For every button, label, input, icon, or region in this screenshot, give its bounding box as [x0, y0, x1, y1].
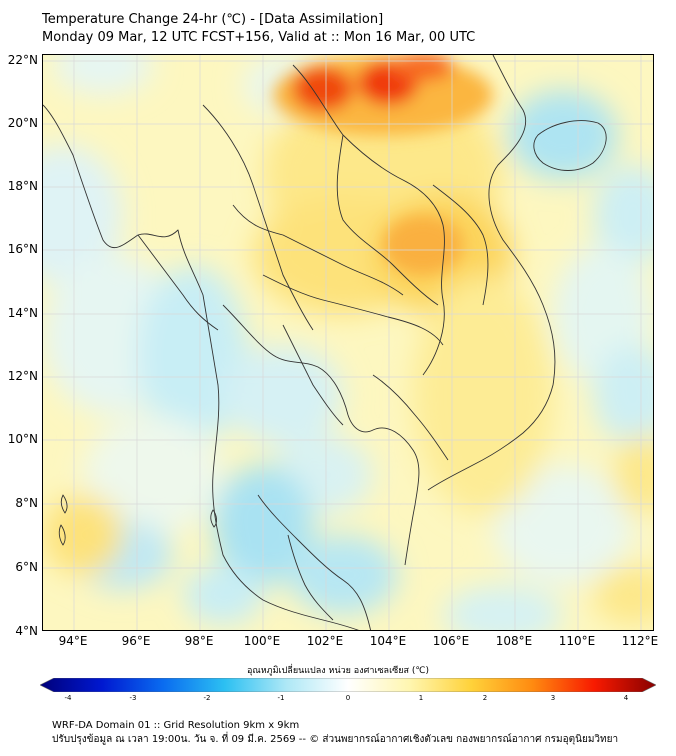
lon-label-98e: 98°E: [184, 634, 214, 648]
colorbar-tick-2: 2: [482, 694, 488, 702]
footer-model-info: WRF-DA Domain 01 :: Grid Resolution 9km …: [52, 720, 300, 731]
lat-label-18n: 18°N: [7, 179, 38, 193]
colorbar-title: อุณหภูมิเปลี่ยนแปลง หน่วย องศาเซลเซียส (…: [246, 666, 430, 676]
lat-label-4n: 4°N: [15, 624, 38, 638]
colorbar-gradient: [40, 678, 656, 692]
colorbar-tick-4: 4: [623, 694, 629, 702]
lat-label-8n: 8°N: [15, 496, 38, 510]
lat-label-16n: 16°N: [7, 242, 38, 256]
colorbar-tick-minus3: -3: [129, 694, 137, 702]
colorbar-tick-minus4: -4: [64, 694, 72, 702]
map-title: Temperature Change 24-hr (℃) - [Data Ass…: [42, 12, 384, 27]
colorbar-tick-minus2: -2: [203, 694, 211, 702]
lat-label-22n: 22°N: [7, 53, 38, 67]
lon-label-94e: 94°E: [58, 634, 88, 648]
coastlines-borders: [43, 55, 607, 630]
lon-label-106e: 106°E: [432, 634, 470, 648]
lat-label-10n: 10°N: [7, 432, 38, 446]
map-subtitle-valid-time: Monday 09 Mar, 12 UTC FCST+156, Valid at…: [42, 30, 476, 45]
lon-label-112e: 112°E: [621, 634, 659, 648]
lon-label-110e: 110°E: [558, 634, 596, 648]
temperature-change-map[interactable]: [42, 54, 654, 631]
colorbar-tick-1: 1: [418, 694, 424, 702]
colorbar-tick-minus1: -1: [277, 694, 285, 702]
lat-label-20n: 20°N: [7, 116, 38, 130]
colorbar: [40, 678, 656, 692]
lon-label-104e: 104°E: [369, 634, 407, 648]
hot-spots: [273, 55, 493, 275]
lon-label-96e: 96°E: [121, 634, 151, 648]
lon-label-100e: 100°E: [243, 634, 281, 648]
colorbar-tick-3: 3: [550, 694, 556, 702]
map-canvas: [43, 55, 653, 630]
lon-label-108e: 108°E: [495, 634, 533, 648]
colorbar-tick-0: 0: [345, 694, 351, 702]
lat-label-14n: 14°N: [7, 306, 38, 320]
lat-label-6n: 6°N: [15, 560, 38, 574]
footer-credit: ปรับปรุงข้อมูล ณ เวลา 19:00น. วัน จ. ที่…: [52, 734, 619, 745]
lat-label-12n: 12°N: [7, 369, 38, 383]
graticule: [43, 55, 653, 630]
lon-label-102e: 102°E: [306, 634, 344, 648]
